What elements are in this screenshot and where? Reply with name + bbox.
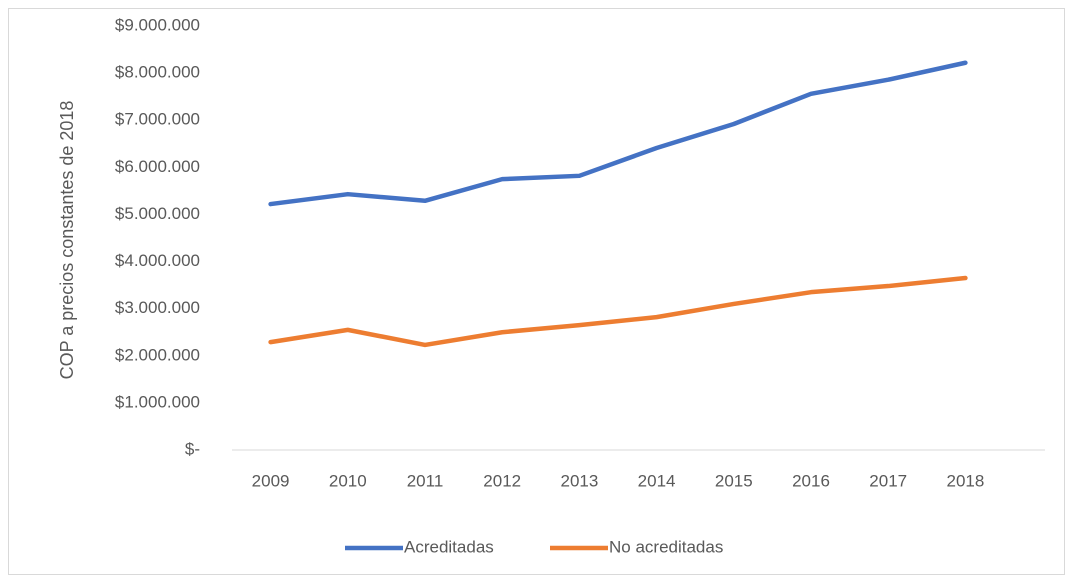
x-tick-label: 2012	[483, 471, 521, 490]
y-tick-label: $3.000.000	[115, 298, 200, 317]
y-tick-label: $7.000.000	[115, 110, 200, 129]
x-tick-label: 2015	[715, 471, 753, 490]
series-line	[268, 275, 968, 348]
legend-label: No acreditadas	[609, 537, 723, 556]
x-tick-label: 2009	[252, 471, 290, 490]
x-tick-label: 2010	[329, 471, 367, 490]
y-tick-label: $-	[185, 439, 200, 458]
x-tick-label: 2018	[946, 471, 984, 490]
y-tick-label: $9.000.000	[115, 15, 200, 34]
x-tick-label: 2017	[869, 471, 907, 490]
x-tick-label: 2016	[792, 471, 830, 490]
x-tick-label: 2014	[638, 471, 676, 490]
y-tick-label: $1.000.000	[115, 392, 200, 411]
legend-label: Acreditadas	[404, 537, 494, 556]
series-line	[268, 60, 968, 207]
x-tick-label: 2013	[560, 471, 598, 490]
chart-border	[8, 8, 1065, 575]
y-tick-label: $8.000.000	[115, 63, 200, 82]
y-axis-title: COP a precios constantes de 2018	[57, 101, 77, 380]
y-tick-label: $4.000.000	[115, 251, 200, 270]
x-tick-label: 2011	[407, 471, 444, 490]
y-tick-label: $6.000.000	[115, 157, 200, 176]
y-tick-label: $5.000.000	[115, 204, 200, 223]
y-tick-label: $2.000.000	[115, 345, 200, 364]
